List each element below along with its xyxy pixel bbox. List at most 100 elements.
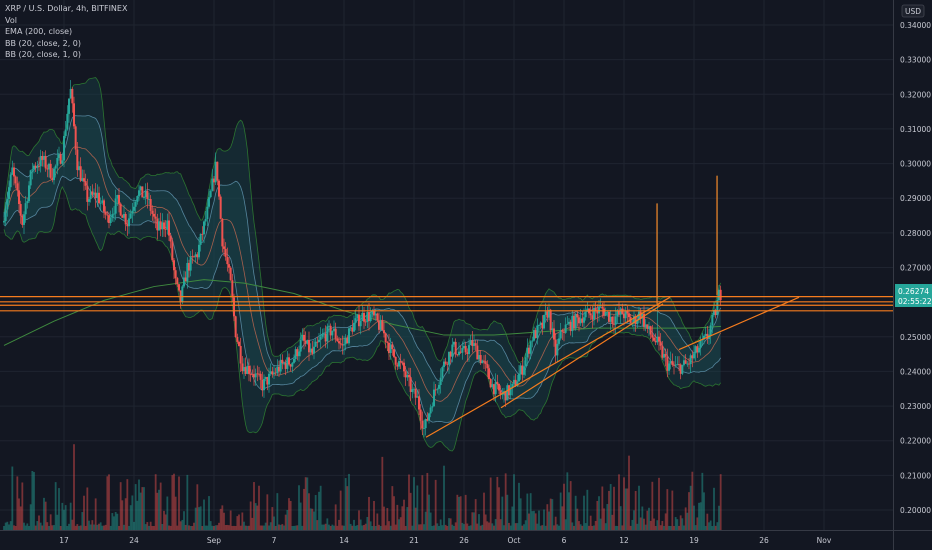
volume-bar	[219, 508, 222, 530]
volume-bar	[341, 525, 344, 530]
candle-body	[299, 340, 302, 352]
symbol-title[interactable]: XRP / U.S. Dollar, 4h, BITFINEX	[5, 4, 128, 13]
candle-body	[388, 342, 390, 354]
volume-bar	[474, 499, 477, 530]
time-axis[interactable]: 17 24 Sep 7 14 21 26 Oct 6 12 19 26 Nov	[59, 536, 832, 545]
candle-body	[589, 313, 592, 316]
candle	[343, 336, 345, 355]
candle-body	[336, 338, 339, 342]
candle	[693, 345, 695, 360]
candle-body	[396, 364, 399, 367]
candle-body	[654, 340, 657, 343]
candle	[46, 164, 49, 178]
candle	[624, 307, 627, 324]
candle-body	[688, 363, 690, 365]
candle	[301, 328, 304, 342]
candle-body	[488, 368, 490, 380]
candle-body	[414, 388, 417, 398]
volume-bar	[218, 522, 220, 530]
volume-bar	[664, 513, 667, 530]
candle	[266, 376, 269, 391]
candle	[561, 328, 564, 340]
volume-bar	[631, 519, 634, 530]
volume-bar	[536, 523, 539, 530]
volume-bar	[283, 525, 285, 530]
candle	[548, 303, 550, 321]
candle	[349, 325, 352, 332]
volume-bar	[564, 519, 567, 530]
candle-body	[464, 345, 467, 353]
volume-bar	[594, 520, 597, 530]
candle-body	[43, 156, 45, 160]
volume-bar	[48, 525, 50, 530]
candle-body	[351, 327, 354, 332]
volume-bar	[389, 525, 392, 530]
candle	[379, 315, 382, 332]
volume-bar	[59, 525, 62, 530]
volume-bar	[139, 492, 142, 530]
indicator-bb-2[interactable]: BB (20, close, 2, 0)	[5, 38, 81, 48]
candle-body	[318, 339, 320, 343]
volume-bar	[101, 525, 104, 530]
candle	[346, 335, 349, 344]
volume-bar	[469, 525, 472, 530]
volume-bar	[344, 478, 347, 530]
candle-body	[408, 374, 410, 378]
candle	[633, 311, 635, 332]
candle	[536, 318, 539, 345]
volume-bar	[288, 498, 290, 530]
volume-bar	[121, 500, 124, 530]
candle	[16, 176, 19, 197]
candle	[288, 353, 290, 366]
volume-bar	[683, 525, 685, 530]
candle	[138, 184, 140, 201]
candle	[81, 169, 84, 182]
price-axis[interactable]: 0.34000 0.33000 0.32000 0.31000 0.30000 0.290…	[900, 21, 931, 515]
candle-body	[166, 220, 169, 230]
candle	[421, 411, 424, 435]
candle-body	[143, 197, 145, 198]
candle	[373, 306, 375, 320]
indicator-bb-1[interactable]: BB (20, close, 1, 0)	[5, 50, 81, 59]
candle-body	[253, 374, 255, 378]
candle	[134, 199, 137, 213]
candle-body	[364, 321, 367, 323]
volume-bar	[143, 487, 145, 530]
volume-bar	[691, 471, 694, 530]
candle-body	[476, 345, 479, 360]
volume-bar	[716, 522, 719, 530]
candle-body	[161, 222, 164, 230]
candle-body	[314, 341, 317, 347]
candle	[181, 284, 184, 305]
candle-body	[683, 360, 685, 365]
candle	[129, 209, 132, 219]
volume-bar	[406, 507, 409, 530]
volume-bar	[451, 524, 454, 530]
volume-bar	[61, 502, 64, 530]
volume-bar	[663, 525, 665, 530]
volume-bar	[621, 525, 624, 530]
volume-bar	[64, 505, 67, 530]
volume-bar	[294, 525, 297, 530]
volume-bar	[36, 521, 39, 530]
candle-body	[123, 214, 125, 218]
candle	[351, 320, 354, 335]
volume-bar	[414, 507, 417, 530]
volume-bar	[104, 524, 107, 530]
candle	[364, 318, 367, 326]
indicator-volume[interactable]: Vol	[5, 15, 17, 25]
volume-bar	[561, 506, 564, 530]
volume-bar	[606, 504, 609, 530]
candle	[423, 419, 425, 438]
volume-bar	[519, 498, 522, 530]
candle-body	[431, 406, 434, 408]
candle-body	[484, 361, 487, 364]
candle	[704, 327, 707, 339]
indicator-ema[interactable]: EMA (200, close)	[5, 27, 73, 36]
candle	[126, 219, 129, 236]
volume-bar	[229, 510, 232, 530]
candle	[391, 341, 394, 356]
candle	[426, 412, 429, 422]
drawn-lines[interactable]	[0, 175, 893, 438]
